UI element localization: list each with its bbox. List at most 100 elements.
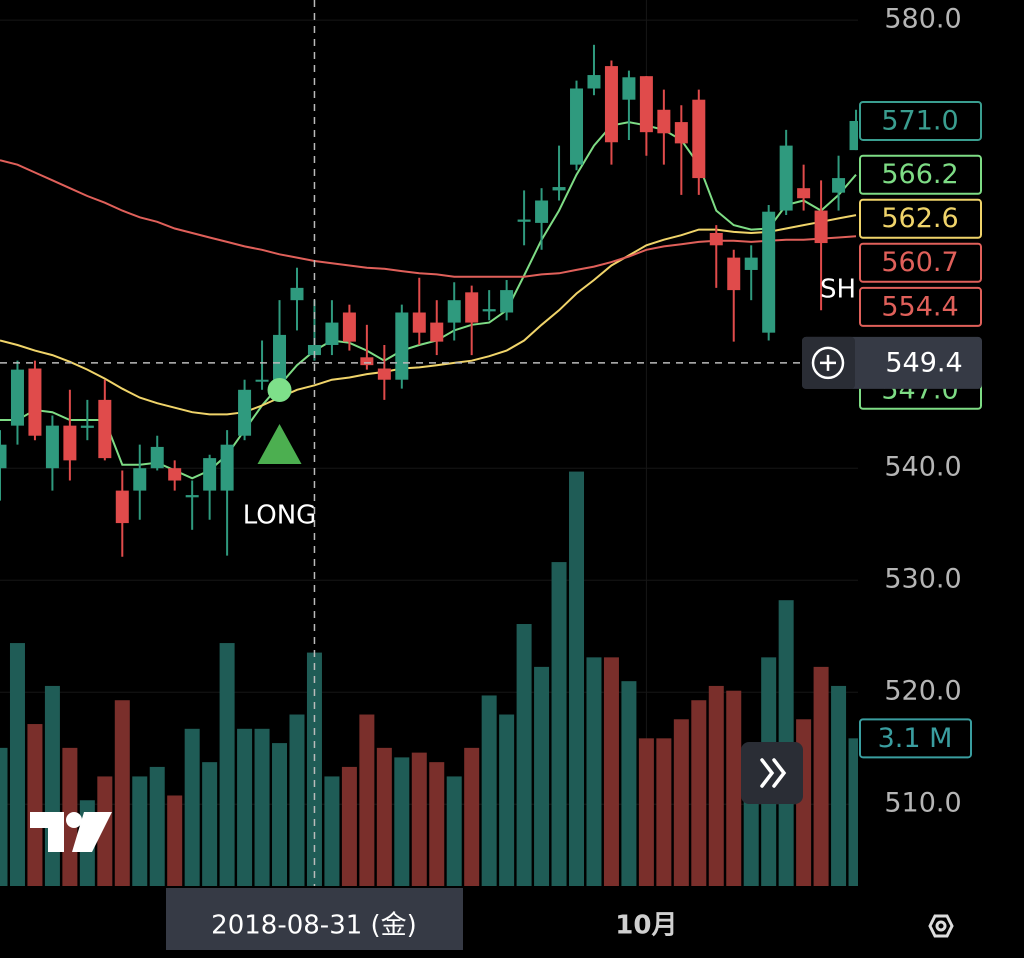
y-tick-label: 540.0 bbox=[884, 452, 961, 483]
candle-body bbox=[98, 399, 112, 459]
volume-bar bbox=[831, 685, 847, 886]
volume-bar bbox=[551, 562, 567, 886]
y-tick-label: 510.0 bbox=[884, 788, 961, 819]
candle-body bbox=[185, 495, 199, 498]
settings-button[interactable] bbox=[928, 914, 954, 938]
candle-body bbox=[674, 122, 688, 144]
candle-body bbox=[797, 188, 811, 199]
plot-area: LONG SH bbox=[0, 44, 858, 886]
volume-bar bbox=[289, 714, 305, 886]
volume-bar bbox=[149, 766, 165, 886]
annotation: LONG bbox=[243, 501, 317, 531]
volume-bar bbox=[44, 685, 60, 886]
overlay: 2018-08-31 (金)571.0566.2562.6560.7554.45… bbox=[0, 0, 982, 950]
volume-bar bbox=[359, 714, 375, 886]
candle-body bbox=[307, 344, 321, 356]
crosshair-price: 549.4 bbox=[885, 347, 962, 378]
volume-bar bbox=[586, 657, 602, 886]
candle-body bbox=[517, 219, 531, 222]
plus-icon bbox=[811, 346, 845, 380]
volume-bar bbox=[237, 728, 253, 886]
candle-body bbox=[604, 66, 618, 143]
volume-bar bbox=[9, 643, 25, 886]
candle-body bbox=[535, 200, 549, 223]
volume-bar bbox=[569, 471, 585, 886]
annotation: SH bbox=[820, 275, 856, 305]
price-label: 560.7 bbox=[881, 247, 958, 278]
volume-bar bbox=[813, 666, 829, 886]
candle-body bbox=[238, 389, 252, 436]
volume-bar bbox=[184, 728, 200, 886]
volume-bar bbox=[726, 690, 742, 886]
candle-body bbox=[377, 368, 391, 380]
volume-bar bbox=[272, 743, 288, 886]
volume-bar bbox=[114, 700, 130, 886]
candle-body bbox=[290, 287, 304, 301]
candle-body bbox=[133, 468, 147, 491]
candle-body bbox=[342, 312, 356, 342]
candle-body bbox=[28, 368, 42, 436]
price-label: 554.4 bbox=[881, 291, 958, 322]
candle-body bbox=[150, 446, 164, 469]
scroll-button[interactable] bbox=[741, 742, 803, 804]
candle-body bbox=[10, 369, 24, 426]
moving-average-line bbox=[0, 121, 857, 480]
volume-bar bbox=[621, 681, 637, 886]
volume-bar bbox=[97, 776, 113, 886]
y-tick-label: 520.0 bbox=[884, 676, 961, 707]
volume-bar bbox=[603, 657, 619, 886]
candle-body bbox=[115, 490, 129, 524]
candle-body bbox=[744, 257, 758, 270]
price-label-box bbox=[859, 154, 982, 195]
y-tick-label: 530.0 bbox=[884, 564, 961, 595]
candle-body bbox=[430, 322, 444, 342]
volume-bar bbox=[691, 700, 707, 886]
candle-body bbox=[325, 322, 339, 345]
candle-body bbox=[657, 109, 671, 134]
candle-body bbox=[552, 187, 566, 191]
volume-bar bbox=[848, 738, 858, 886]
volume-bar bbox=[673, 719, 689, 886]
candle-body bbox=[622, 77, 636, 100]
volume-label-box bbox=[859, 718, 972, 759]
volume-bar bbox=[743, 785, 759, 886]
signal-dot bbox=[267, 378, 292, 402]
volume-bar bbox=[481, 695, 497, 886]
volume-bar bbox=[167, 795, 183, 886]
candle-body bbox=[500, 290, 514, 313]
volume-bar bbox=[324, 776, 340, 886]
candle-body bbox=[709, 232, 723, 246]
price-label: 562.6 bbox=[881, 203, 958, 234]
y-tick-label: 580.0 bbox=[884, 4, 961, 35]
candle-body bbox=[168, 468, 182, 481]
candle-body bbox=[639, 76, 653, 133]
candle-body bbox=[779, 145, 793, 211]
candle-body bbox=[849, 120, 858, 151]
volume-bar bbox=[534, 666, 550, 886]
candle-body bbox=[762, 211, 776, 333]
candle-body bbox=[45, 425, 59, 469]
price-label: 571.0 bbox=[881, 105, 958, 136]
volume-bar bbox=[219, 643, 235, 886]
price-label-box bbox=[859, 242, 982, 283]
volume-bar bbox=[429, 762, 445, 886]
candle-body bbox=[570, 88, 584, 165]
candle-body bbox=[255, 379, 269, 382]
volume-bar bbox=[202, 762, 218, 886]
volume-bar bbox=[499, 714, 515, 886]
candle-body bbox=[465, 292, 479, 323]
x-tick-label: 10月 bbox=[615, 911, 677, 941]
price-label-box bbox=[859, 286, 982, 327]
volume-bar bbox=[0, 747, 8, 886]
volume-bar bbox=[341, 766, 357, 886]
logo bbox=[30, 812, 112, 852]
volume-bar bbox=[446, 776, 462, 886]
price-label-box bbox=[859, 198, 982, 239]
signal-triangle bbox=[257, 424, 302, 464]
candle-body bbox=[395, 312, 409, 380]
volume-bar bbox=[254, 728, 270, 886]
axis: 580.0 540.0 530.0 520.0 510.0 10月 bbox=[615, 4, 961, 941]
volume-bar bbox=[411, 752, 427, 886]
candle-body bbox=[692, 99, 706, 179]
